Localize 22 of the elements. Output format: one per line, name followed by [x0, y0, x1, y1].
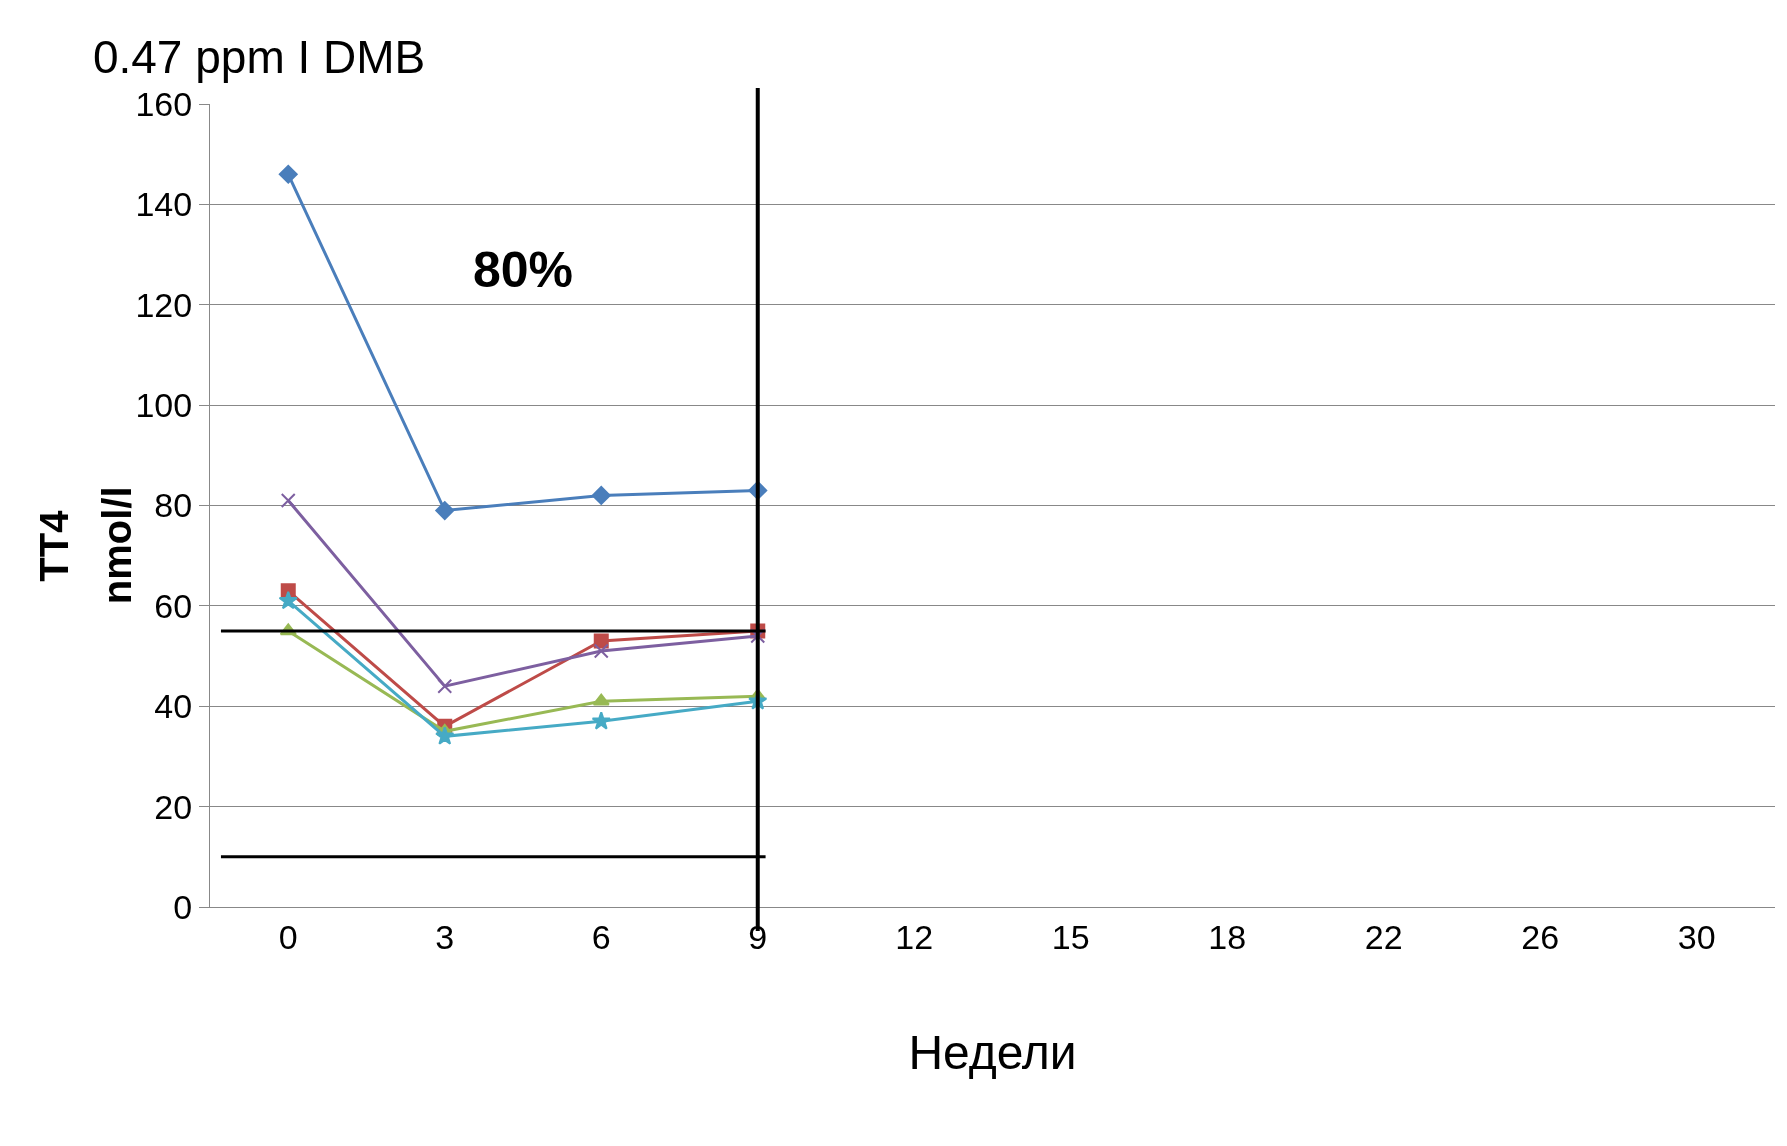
- chart-title: 0.47 ppm I DMB: [92, 31, 426, 84]
- y-tick-label: 0: [173, 887, 193, 926]
- y-tick-label: 60: [154, 586, 193, 625]
- y-tick-label: 40: [154, 687, 193, 726]
- x-tick-label: 12: [895, 917, 934, 956]
- y-tick-label: 100: [135, 386, 193, 425]
- x-axis-title: Недели: [908, 1025, 1077, 1079]
- x-tick-label: 6: [591, 917, 611, 956]
- y-axis-title: TT4 nmol/l: [32, 486, 139, 605]
- x-tick-label: 30: [1677, 917, 1716, 956]
- y-tick-label: 20: [154, 787, 193, 826]
- y-tick-label: 80: [154, 486, 193, 525]
- x-tick-label: 3: [435, 917, 455, 956]
- y-tick-label: 160: [135, 84, 193, 123]
- annotation: 80%: [473, 242, 574, 298]
- x-tick-label: 0: [278, 917, 298, 956]
- y-tick-label: 140: [135, 185, 193, 224]
- y-tick-label: 120: [135, 285, 193, 324]
- x-tick-label: 22: [1364, 917, 1403, 956]
- x-tick-label: 15: [1051, 917, 1090, 956]
- x-tick-label: 26: [1521, 917, 1560, 956]
- x-tick-label: 18: [1208, 917, 1247, 956]
